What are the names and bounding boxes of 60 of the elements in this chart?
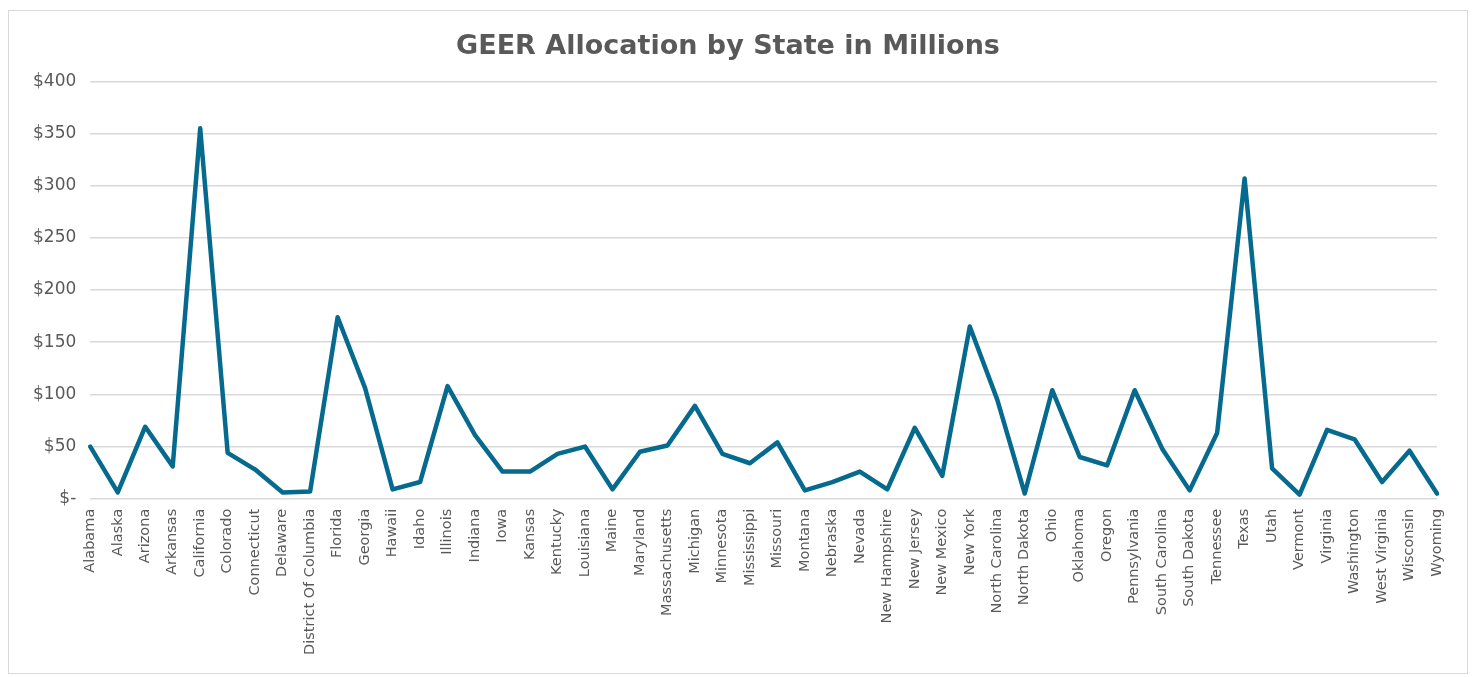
x-tick-label: Alaska [108,508,125,557]
x-tick-label: District Of Columbia [300,508,317,656]
x-tick-label: New York [960,508,977,576]
x-tick-label: West Virginia [1372,508,1389,604]
x-tick-label: Arkansas [163,508,180,575]
x-tick-label: Louisiana [575,508,592,578]
x-tick-label: Nevada [850,508,867,565]
x-tick-label: Colorado [218,508,235,574]
x-tick-label: Oregon [1097,508,1114,562]
x-tick-label: Tennessee [1207,508,1224,586]
x-tick-label: Idaho [410,508,427,550]
x-tick-label: Delaware [273,508,290,578]
x-tick-label: Iowa [493,508,510,543]
x-tick-label: Indiana [465,508,482,563]
x-tick-label: Utah [1262,508,1279,544]
x-tick-label: South Carolina [1152,508,1169,616]
x-tick-label: Kansas [520,508,537,561]
x-tick-label: Alabama [81,508,98,573]
y-tick-label: $150 [33,330,77,351]
y-tick-label: $400 [33,69,77,90]
x-tick-label: Virginia [1317,508,1334,564]
x-tick-label: Texas [1235,508,1252,550]
x-tick-label: Kentucky [548,508,565,575]
y-tick-label: $50 [43,434,77,455]
y-tick-label: $- [59,487,77,508]
x-tick-label: North Dakota [1015,508,1032,606]
x-tick-label: Washington [1345,508,1362,594]
x-tick-label: New Hampshire [878,508,895,624]
x-tick-label: Arizona [136,508,152,564]
x-tick-label: Michigan [685,508,702,574]
x-tick-label: Nebraska [823,508,840,578]
y-tick-label: $100 [33,382,77,403]
x-tick-label: Florida [328,508,345,559]
chart-title: GEER Allocation by State in Millions [456,29,1000,61]
y-tick-label: $350 [33,121,77,142]
x-tick-label: Maryland [630,508,647,576]
x-tick-label: Massachusetts [658,508,675,616]
x-tick-label: Oklahoma [1070,508,1087,583]
x-tick-label: North Carolina [988,508,1005,614]
x-tick-label: Illinois [438,508,455,555]
x-tick-label: California [190,508,207,578]
x-tick-label: Maine [603,508,620,553]
y-tick-label: $200 [33,278,77,299]
y-tick-label: $300 [33,174,77,195]
x-tick-label: Pennsylvania [1125,508,1142,604]
x-tick-label: Missouri [768,508,785,569]
x-tick-label: Wisconsin [1400,508,1417,582]
x-tick-label: South Dakota [1180,508,1197,607]
x-tick-label: Montana [795,508,812,572]
x-tick-label: Hawaii [383,508,400,558]
x-tick-label: Minnesota [713,508,730,584]
x-tick-label: New Mexico [933,508,950,596]
x-tick-label: Georgia [355,508,372,566]
x-tick-label: Wyoming [1427,508,1444,577]
y-tick-label: $250 [33,226,77,247]
x-tick-label: New Jersey [905,508,922,590]
x-tick-label: Ohio [1042,508,1059,543]
x-tick-label: Connecticut [245,508,262,596]
x-tick-label: Vermont [1290,508,1307,571]
x-tick-label: Mississippi [740,508,757,586]
